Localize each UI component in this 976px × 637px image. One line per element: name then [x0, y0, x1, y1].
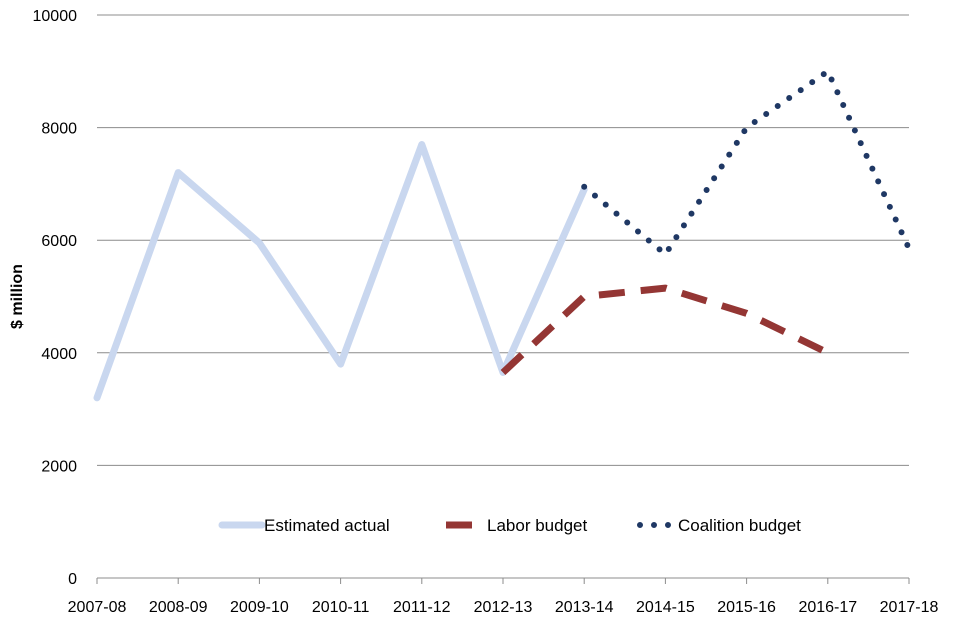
y-tick-label: 8000: [41, 121, 77, 138]
series-line-labor-budget: [500, 284, 830, 376]
x-tick-label: 2012-13: [474, 599, 533, 616]
y-tick-label: 2000: [41, 458, 77, 475]
x-tick-label: 2014-15: [636, 599, 695, 616]
series-line-coalition-budget: [581, 68, 912, 258]
gridlines: [97, 14, 909, 466]
x-tick-label: 2017-18: [880, 599, 939, 616]
x-tick-label: 2016-17: [798, 599, 857, 616]
legend-label: Coalition budget: [678, 516, 801, 535]
series-line-estimated-actual: [93, 141, 588, 402]
y-axis-title: $ million: [9, 264, 26, 329]
y-tick-label: 4000: [41, 346, 77, 363]
x-tick-label: 2015-16: [717, 599, 776, 616]
y-tick-label: 0: [68, 571, 77, 588]
tick-labels: 0 2000 4000 6000 8000 10000 2007-08 2008-09 2009…: [33, 8, 939, 616]
axes: [96, 577, 910, 584]
y-tick-label: 6000: [41, 233, 77, 250]
series-lines: [93, 68, 912, 402]
x-tick-label: 2013-14: [555, 599, 614, 616]
legend-label: Labor budget: [487, 516, 587, 535]
y-tick-label: 10000: [33, 8, 78, 25]
legend: Estimated actual Labor budget Coalition bu…: [218, 516, 801, 535]
x-tick-label: 2009-10: [230, 599, 289, 616]
legend-label: Estimated actual: [264, 516, 390, 535]
x-tick-label: 2007-08: [68, 599, 127, 616]
x-tick-label: 2011-12: [393, 599, 451, 616]
x-tick-label: 2008-09: [149, 599, 208, 616]
x-tick-label: 2010-11: [312, 599, 370, 616]
